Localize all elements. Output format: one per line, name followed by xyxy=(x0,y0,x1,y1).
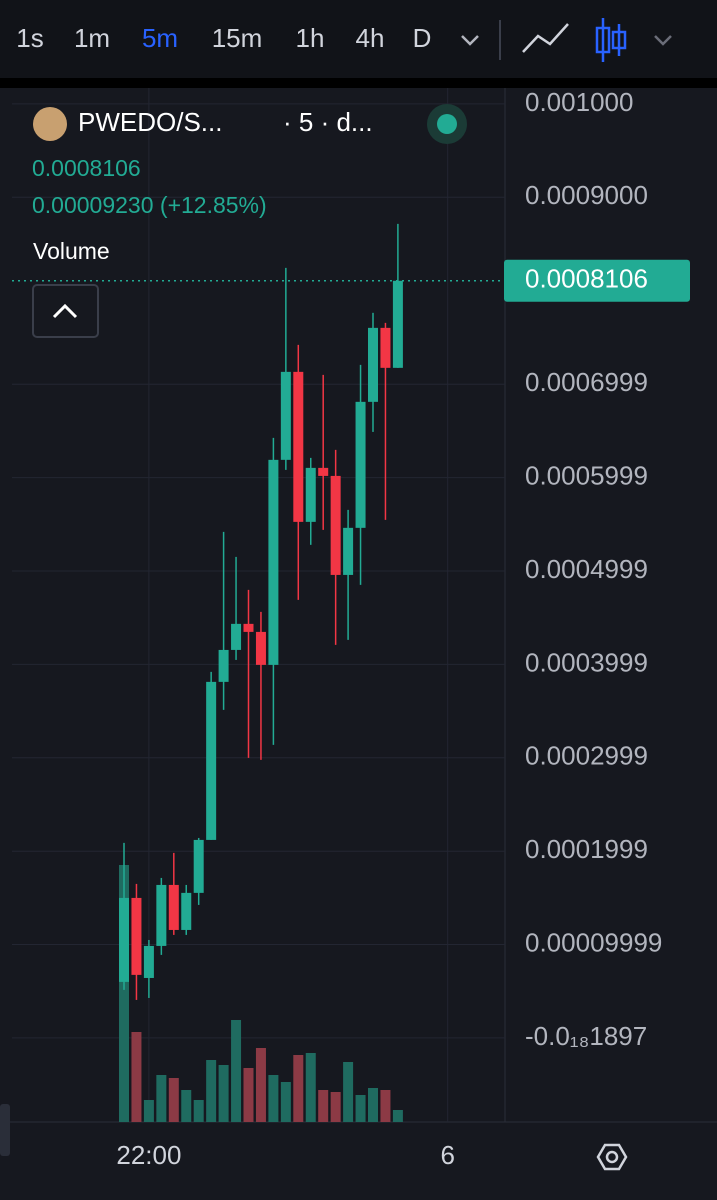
volume-bar xyxy=(268,1075,279,1122)
dropdown[interactable] xyxy=(461,35,479,46)
y-tick-label: 0.00009999 xyxy=(525,927,662,957)
volume-bar xyxy=(380,1090,391,1122)
candle-body xyxy=(355,401,366,528)
candle-body xyxy=(181,892,192,930)
candle-body xyxy=(343,527,354,575)
volume-bar xyxy=(392,1110,403,1122)
legend-change: 0.00009230 (+12.85%) xyxy=(32,192,267,218)
y-tick-label: 0.0009000 xyxy=(525,180,648,210)
volume-bar xyxy=(131,1032,142,1122)
last-price-tag xyxy=(504,259,690,302)
y-tick-label: 0.0004999 xyxy=(525,554,648,584)
interval-button[interactable]: 4h xyxy=(356,23,385,53)
interval-button[interactable]: 1h xyxy=(296,23,325,53)
dropdown[interactable] xyxy=(654,35,672,46)
volume-bar xyxy=(293,1055,304,1122)
volume-bar xyxy=(206,1060,217,1122)
candle-body xyxy=(143,945,154,978)
interval-button[interactable]: 15m xyxy=(212,23,263,53)
x-tick-label: 6 xyxy=(440,1140,454,1170)
candle-body xyxy=(380,327,391,368)
settings-icon[interactable] xyxy=(596,1143,628,1171)
candle-body xyxy=(193,839,204,893)
candle-body xyxy=(330,475,341,575)
volume-bar xyxy=(343,1062,354,1122)
candle-body xyxy=(231,623,242,650)
chevron-up xyxy=(52,303,78,319)
candle-body xyxy=(218,649,229,682)
y-tick-label: 0.001000 xyxy=(525,87,633,117)
candle-body xyxy=(368,327,378,402)
candle-body xyxy=(131,897,142,975)
volume-bar xyxy=(305,1053,316,1122)
candle-body xyxy=(318,467,329,476)
volume-bar xyxy=(143,1100,154,1122)
volume-bar xyxy=(231,1020,242,1122)
legend-price: 0.0008106 xyxy=(32,155,141,181)
interval-button[interactable]: D xyxy=(413,23,432,53)
candle-body xyxy=(280,371,291,460)
last-price-label: 0.0008106 xyxy=(525,264,648,294)
interval-bar: 1s 1m 5m 15m 1h 4h D xyxy=(16,23,431,53)
symbol-meta: · 5 · d... xyxy=(283,107,373,137)
y-tick-label: 0.0003999 xyxy=(525,647,648,677)
volume-bar xyxy=(181,1090,192,1122)
y-tick-label: 0.0001999 xyxy=(525,834,648,864)
candle-body xyxy=(392,280,403,368)
token-avatar xyxy=(33,107,67,141)
candle-body xyxy=(168,884,179,930)
volume-bar xyxy=(280,1082,291,1122)
y-tick-label: 0.0006999 xyxy=(525,367,648,397)
candle-body xyxy=(206,681,217,840)
y-tick-label: 0.0002999 xyxy=(525,741,648,771)
volume-bar xyxy=(368,1088,378,1122)
plot xyxy=(119,223,403,1122)
candle-body xyxy=(156,884,167,946)
line-chart-icon[interactable] xyxy=(522,23,569,53)
candle-body xyxy=(255,631,266,665)
volume-bar xyxy=(243,1068,254,1122)
interval-button[interactable]: 1s xyxy=(16,23,43,53)
volume-bar xyxy=(193,1100,204,1122)
volume-label: Volume xyxy=(33,238,110,264)
volume-bar xyxy=(355,1095,366,1122)
x-tick-label: 22:00 xyxy=(116,1140,181,1170)
volume-bar xyxy=(255,1048,266,1122)
y-tick-label: 0.0005999 xyxy=(525,460,648,490)
interval-button[interactable]: 5m xyxy=(142,23,178,53)
status-dot xyxy=(437,114,457,134)
collapse-button[interactable] xyxy=(32,284,99,338)
side-tab[interactable] xyxy=(0,1104,10,1156)
grid xyxy=(12,88,505,1122)
interval-button[interactable]: 1m xyxy=(74,23,110,53)
candle-body xyxy=(268,459,279,665)
volume-bar xyxy=(330,1092,341,1122)
candle-body xyxy=(305,467,316,522)
volume-bar xyxy=(168,1078,179,1122)
candle-icon[interactable] xyxy=(595,18,627,62)
y-tick-label: -0.0₁₈1897 xyxy=(525,1021,647,1051)
volume-bar xyxy=(218,1065,229,1122)
volume-bar xyxy=(119,865,129,1122)
volume-bar xyxy=(156,1075,167,1122)
candle-body xyxy=(243,623,254,632)
volume-bar xyxy=(318,1090,329,1122)
candle-body xyxy=(293,371,304,522)
candle-body xyxy=(119,897,129,982)
symbol[interactable]: PWEDO/S... xyxy=(78,107,222,137)
